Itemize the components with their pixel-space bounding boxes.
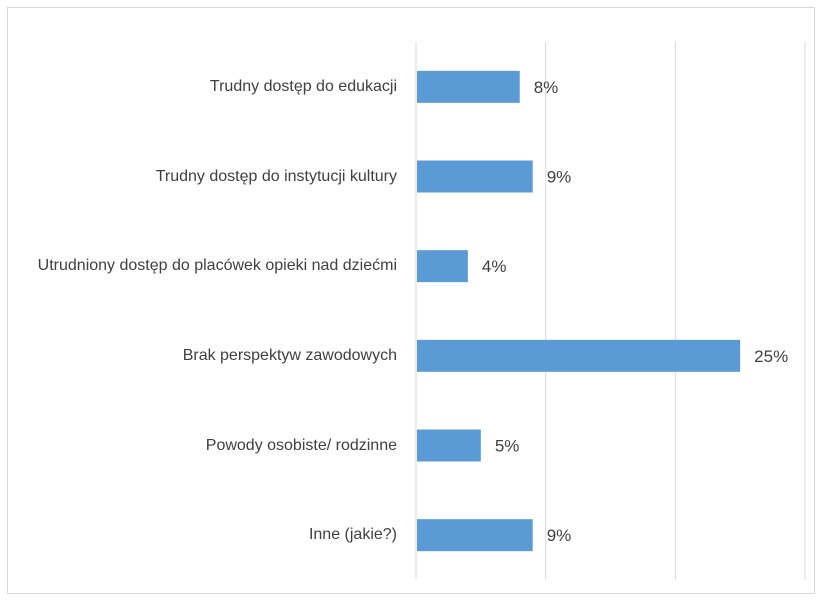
bar bbox=[417, 160, 533, 193]
data-label: 8% bbox=[534, 78, 559, 97]
bar bbox=[417, 519, 533, 552]
data-label: 5% bbox=[495, 437, 520, 456]
category-tick-label: Powody osobiste/ rodzinne bbox=[205, 436, 397, 454]
category-tick-label: Utrudniony dostęp do placówek opieki nad… bbox=[37, 257, 397, 275]
bar bbox=[417, 250, 468, 283]
bar bbox=[417, 70, 520, 103]
data-label: 25% bbox=[754, 347, 788, 366]
chart-frame bbox=[7, 7, 815, 594]
category-tick-label: Trudny dostęp do edukacji bbox=[209, 77, 397, 95]
category-tick-label: Trudny dostęp do instytucji kultury bbox=[155, 167, 397, 185]
category-tick-label: Brak perspektyw zawodowych bbox=[182, 346, 397, 364]
category-tick-label: Inne (jakie?) bbox=[308, 526, 397, 544]
data-label: 9% bbox=[547, 168, 572, 187]
bar bbox=[417, 339, 741, 372]
data-label: 9% bbox=[547, 526, 572, 545]
bar bbox=[417, 429, 481, 462]
data-label: 4% bbox=[482, 257, 507, 276]
